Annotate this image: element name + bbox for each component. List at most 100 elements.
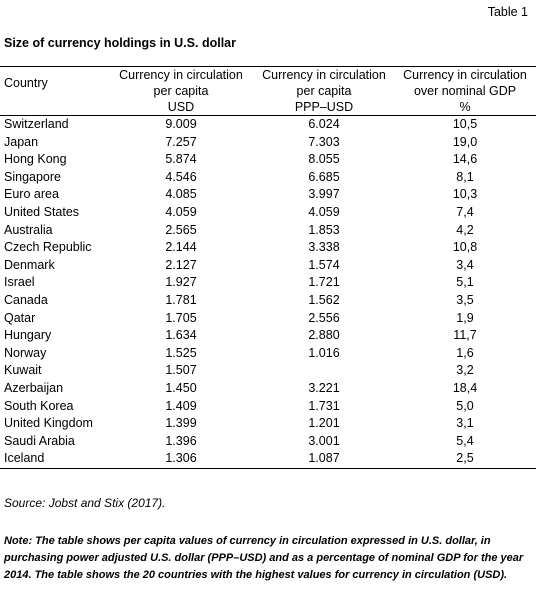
cell-usd: 1.705 [165,310,197,325]
cell-usd: 1.450 [165,380,197,395]
cell-ppp: 2.880 [308,328,340,343]
cell-country: Norway [4,345,47,360]
cell-usd: 1.781 [165,292,197,307]
cell-country: Canada [4,292,48,307]
table-row: Kuwait 1.507 3,2 [0,362,536,380]
cell-usd: 2.144 [165,240,197,255]
cell-ppp: 1.721 [308,275,340,290]
cell-ppp: 7.303 [308,134,340,149]
cell-gdp: 7,4 [456,204,474,219]
cell-ppp: 6.024 [308,117,340,131]
header-col2-line2: per capita [296,84,352,98]
cell-country: United States [4,204,80,219]
table-row: Canada 1.781 1.562 3,5 [0,292,536,310]
cell-country: Euro area [4,187,59,202]
cell-country: Switzerland [4,117,69,131]
cell-usd: 1.306 [165,451,197,466]
cell-country: Japan [4,134,39,149]
header-country: Country [4,76,48,90]
cell-usd: 7.257 [165,134,197,149]
cell-country: Singapore [4,169,61,184]
currency-table: Country Currency in circulation Currency… [0,66,536,469]
cell-usd: 2.127 [165,257,197,272]
table-row: Norway 1.525 1.016 1,6 [0,345,536,363]
cell-country: Denmark [4,257,55,272]
unit-ppp-usd: PPP–USD [254,99,394,116]
header-col1-line2: per capita [153,84,209,98]
cell-gdp: 5,0 [456,398,474,413]
cell-usd: 1.409 [165,398,197,413]
cell-usd: 9.009 [165,117,197,131]
cell-country: Qatar [4,310,36,325]
header-col2-line1: Currency in circulation [262,68,386,82]
cell-ppp: 3.338 [308,240,340,255]
table-row: United States 4.059 4.059 7,4 [0,204,536,222]
cell-usd: 4.546 [165,169,197,184]
cell-ppp: 3.001 [308,433,340,448]
table-row: Euro area 4.085 3.997 10,3 [0,186,536,204]
cell-gdp: 18,4 [452,380,478,395]
cell-usd: 1.927 [165,275,197,290]
cell-gdp: 2,5 [456,451,474,466]
cell-ppp: 4.059 [308,204,340,219]
units-row: USD PPP–USD % [0,99,536,116]
cell-gdp: 3,5 [456,292,474,307]
cell-usd: 1.399 [165,416,197,431]
table-header: Country Currency in circulation Currency… [0,67,536,116]
table-row: Israel 1.927 1.721 5,1 [0,274,536,292]
cell-gdp: 3,1 [456,416,474,431]
table-label: Table 1 [487,5,528,19]
cell-usd: 1.507 [165,363,197,378]
cell-gdp: 10,5 [452,117,478,131]
cell-gdp: 8,1 [456,169,474,184]
cell-country: Israel [4,275,35,290]
cell-ppp: 1.731 [308,398,340,413]
table-row: Saudi Arabia 1.396 3.001 5,4 [0,433,536,451]
table-title: Size of currency holdings in U.S. dollar [4,36,236,50]
table-row: Hungary 1.634 2.880 11,7 [0,327,536,345]
cell-country: Saudi Arabia [4,433,75,448]
cell-gdp: 19,0 [452,134,478,149]
cell-usd: 5.874 [165,152,197,167]
cell-ppp [254,362,394,380]
cell-ppp: 1.016 [308,345,340,360]
cell-gdp: 5,4 [456,433,474,448]
cell-ppp: 6.685 [308,169,340,184]
cell-ppp: 8.055 [308,152,340,167]
cell-country: Czech Republic [4,240,92,255]
table-row: South Korea 1.409 1.731 5,0 [0,398,536,416]
cell-ppp: 1.853 [308,222,340,237]
table-row: Denmark 2.127 1.574 3,4 [0,257,536,275]
cell-gdp: 11,7 [453,328,477,343]
header-col3-line1: Currency in circulation [403,68,527,82]
table-row: Qatar 1.705 2.556 1,9 [0,310,536,328]
cell-gdp: 1,9 [456,310,474,325]
header-col3-line2: over nominal GDP [413,84,517,98]
cell-gdp: 10,3 [452,187,478,202]
cell-gdp: 14,6 [452,152,478,167]
header-col1-line1: Currency in circulation [119,68,243,82]
cell-ppp: 3.997 [308,187,340,202]
cell-country: Kuwait [4,363,42,378]
table-row: Iceland 1.306 1.087 2,5 [0,450,536,468]
cell-usd: 4.085 [165,187,197,202]
table-row: Hong Kong 5.874 8.055 14,6 [0,151,536,169]
cell-ppp: 1.574 [308,257,340,272]
cell-country: Azerbaijan [4,380,64,395]
unit-percent: % [394,99,536,116]
table-row: Japan 7.257 7.303 19,0 [0,134,536,152]
table-row: United Kingdom 1.399 1.201 3,1 [0,415,536,433]
cell-gdp: 5,1 [456,275,474,290]
header-row-2: per capita per capita over nominal GDP [0,83,536,99]
cell-gdp: 1,6 [456,345,474,360]
cell-ppp: 1.562 [308,292,340,307]
cell-usd: 1.634 [165,328,197,343]
cell-usd: 1.525 [165,345,197,360]
header-row-1: Country Currency in circulation Currency… [0,67,536,90]
cell-country: South Korea [4,398,74,413]
unit-usd: USD [108,99,254,116]
table-body: Switzerland 9.009 6.024 10,5 Japan 7.257 7.303… [0,116,536,469]
cell-country: Iceland [4,451,45,466]
cell-country: Australia [4,222,53,237]
